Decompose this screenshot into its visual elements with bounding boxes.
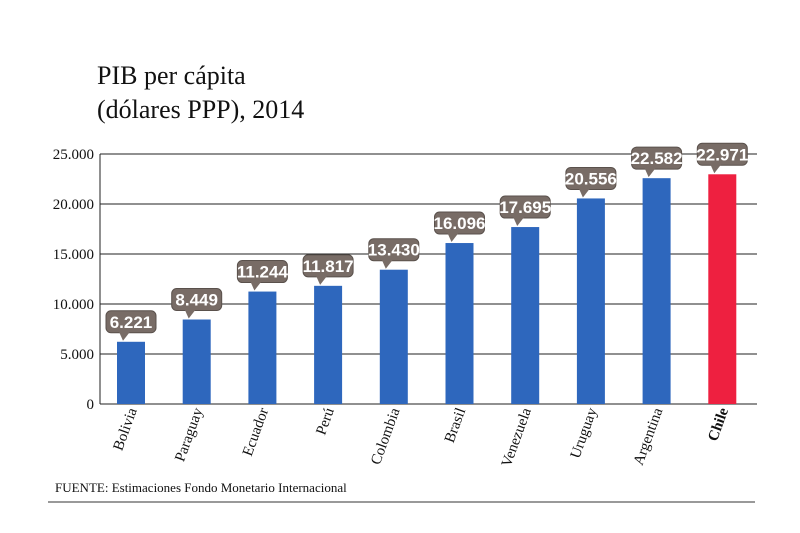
category-label: Brasil (442, 406, 469, 445)
y-tick-label: 15.000 (53, 247, 94, 263)
data-label-text: 8.449 (175, 291, 218, 310)
chart-title-line-1: PIB per cápita (97, 61, 246, 90)
data-label: 22.971 (696, 142, 748, 174)
data-label-pointer (578, 188, 590, 198)
bar-colombia (379, 269, 408, 404)
data-label-box (302, 254, 354, 278)
data-label: 11.244 (236, 260, 289, 291)
data-label-text: 16.096 (434, 214, 486, 233)
category-label: Perú (313, 405, 338, 437)
y-tick-label: 0 (87, 397, 95, 413)
y-axis-ticks: 0 5.000 10.000 15.000 20.000 25.000 (53, 147, 94, 413)
data-label: 22.582 (631, 146, 683, 178)
data-label-pointer (513, 217, 525, 227)
data-label-pointer (119, 331, 130, 341)
data-label-box (696, 142, 748, 166)
y-tick-label: 25.000 (53, 147, 94, 163)
category-label: Venezuela (499, 406, 535, 470)
data-label-box (499, 195, 551, 219)
data-labels: 6.221 8.449 11.244 11.817 13.430 16.096 17.695… (105, 142, 748, 341)
data-label-pointer (381, 259, 393, 269)
bar-brasil (445, 243, 474, 404)
bar-paraguay (182, 319, 211, 404)
data-label: 6.221 (105, 310, 157, 341)
bars (117, 174, 737, 404)
bar-bolivia (117, 341, 145, 404)
data-label-text: 22.582 (631, 149, 683, 168)
chart-title-line-2: (dólares PPP), 2014 (97, 95, 304, 124)
data-label-text: 11.817 (303, 257, 354, 276)
bar-chile (708, 174, 737, 404)
data-label-text: 17.695 (499, 198, 551, 217)
y-tick-label: 10.000 (53, 297, 94, 313)
data-label: 13.430 (368, 238, 420, 269)
category-labels: Bolivia Paraguay Ecuador Perú Colombia Brasil… (111, 405, 733, 469)
bar-argentina (642, 178, 671, 404)
bar-uruguay (576, 198, 605, 404)
data-label-box (565, 166, 617, 190)
data-label-box (171, 288, 223, 312)
data-label-pointer (710, 164, 722, 174)
data-label-text: 11.244 (237, 263, 289, 282)
category-label: Argentina (631, 406, 667, 468)
data-label-text: 13.430 (368, 241, 420, 260)
data-label: 11.817 (302, 254, 354, 285)
category-label: Chile (705, 406, 732, 444)
data-label-box (434, 211, 485, 235)
category-label: Paraguay (172, 405, 206, 463)
data-label-pointer (447, 233, 459, 243)
data-label: 8.449 (171, 288, 223, 319)
category-label: Uruguay (568, 405, 601, 460)
data-label-box (631, 146, 683, 170)
bar-venezuela (511, 227, 540, 404)
y-tick-label: 20.000 (53, 197, 94, 213)
data-label-text: 20.556 (565, 169, 617, 188)
data-label: 17.695 (499, 195, 551, 227)
data-label: 20.556 (565, 166, 617, 198)
data-label-pointer (644, 168, 656, 178)
data-label-box (105, 310, 157, 334)
category-label: Bolivia (111, 406, 141, 453)
bar-ecuador (248, 291, 277, 404)
source-note: FUENTE: Estimaciones Fondo Monetario Int… (55, 480, 347, 495)
y-tick-label: 5.000 (60, 347, 94, 363)
data-label-pointer (316, 275, 328, 285)
bar-per (314, 285, 343, 404)
data-label: 16.096 (434, 211, 486, 243)
data-label-pointer (250, 281, 262, 291)
category-label: Colombia (368, 406, 403, 467)
data-label-pointer (184, 309, 196, 319)
data-label-box (236, 260, 288, 284)
data-label-box (368, 238, 420, 262)
data-label-text: 22.971 (696, 145, 748, 164)
data-label-text: 6.221 (110, 313, 153, 332)
category-label: Ecuador (240, 406, 272, 458)
